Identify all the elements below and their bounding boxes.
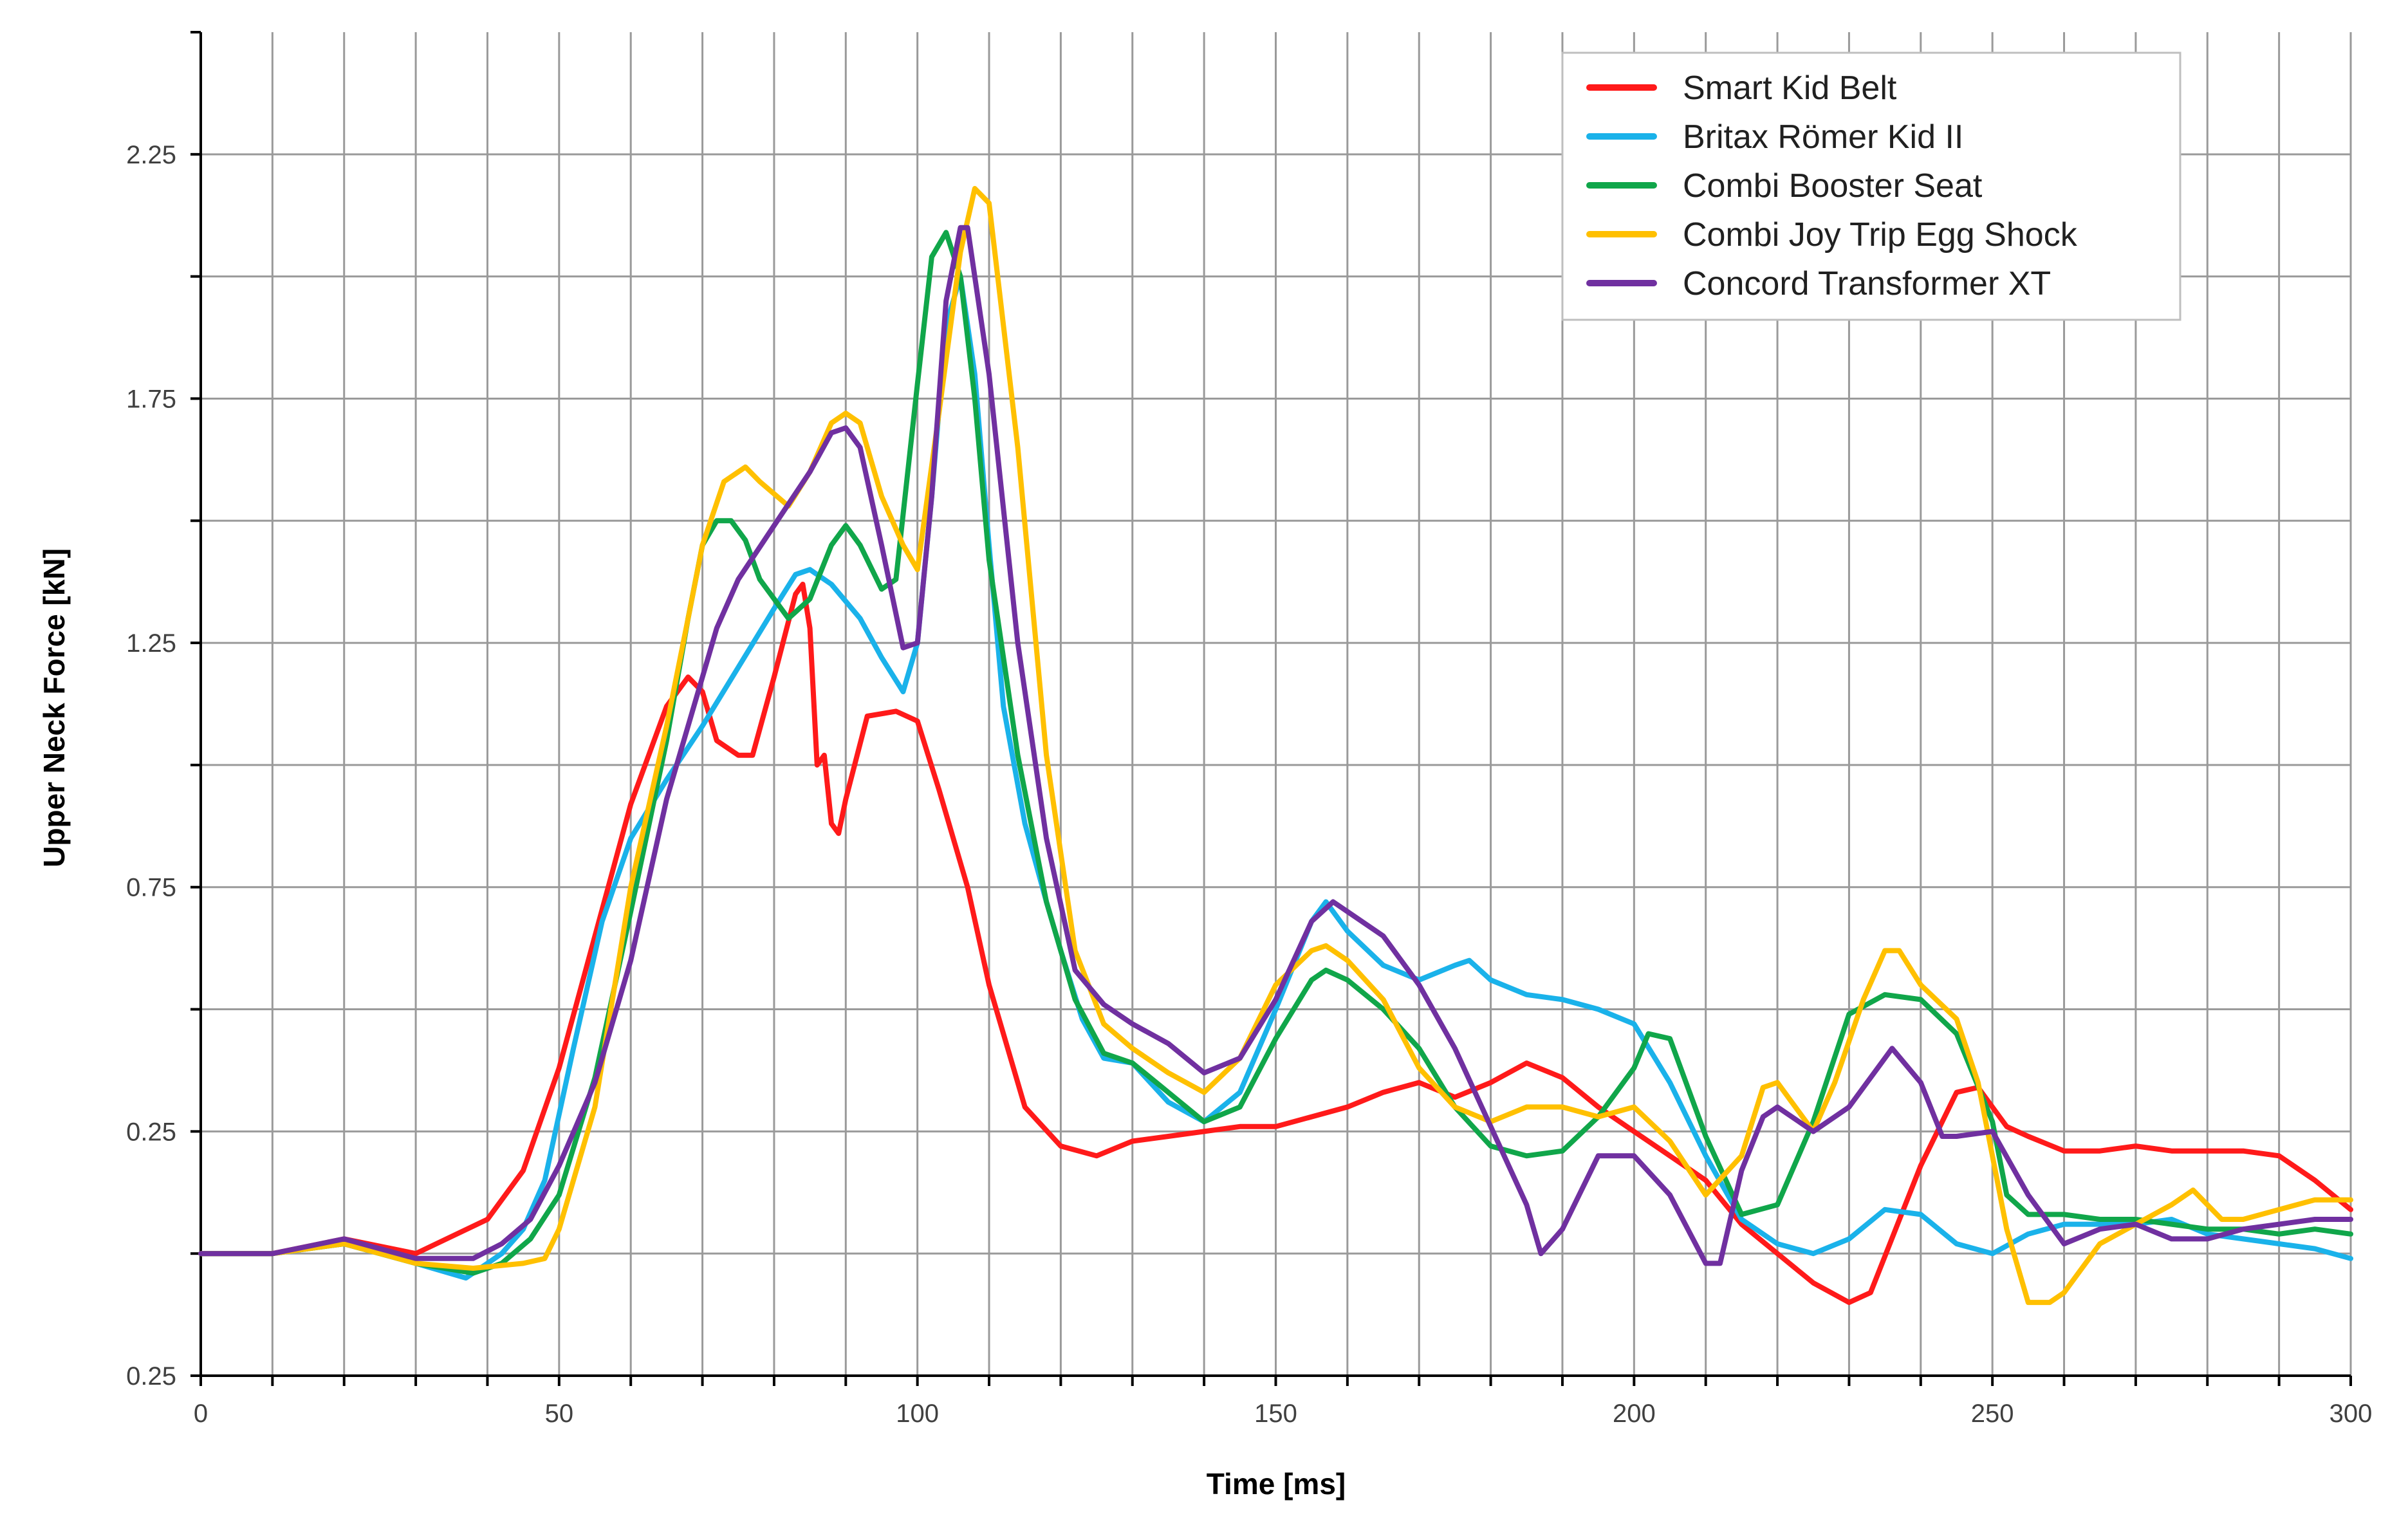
x-tick-label: 100 (896, 1400, 939, 1428)
legend-label-smart-kid-belt: Smart Kid Belt (1683, 69, 1897, 107)
y-tick-label: 0.25 (126, 1362, 176, 1391)
y-tick-label: 1.25 (126, 629, 176, 658)
y-tick-label: 0.25 (126, 1118, 176, 1146)
y-axis-title: Upper Neck Force [kN] (37, 548, 71, 867)
x-tick-label: 200 (1613, 1400, 1656, 1428)
series-line-smart-kid-belt (198, 582, 2353, 1306)
series-line-concord-transformer-xt (198, 225, 2353, 1266)
legend-label-concord-transformer-xt: Concord Transformer XT (1683, 265, 2051, 302)
y-tick-label: 2.25 (126, 141, 176, 169)
legend-label-combi-booster-seat: Combi Booster Seat (1683, 167, 1983, 205)
x-axis-title: Time [ms] (1207, 1467, 1346, 1501)
y-tick-label: 1.75 (126, 385, 176, 413)
legend: Smart Kid Belt Britax Römer Kid II Combi B… (1561, 51, 2181, 321)
legend-box (1561, 51, 2181, 321)
x-tick-label: 150 (1254, 1400, 1297, 1428)
y-tick-label: 0.75 (126, 874, 176, 902)
series-line-britax-r-mer-kid-ii (198, 273, 2353, 1281)
axes (190, 31, 2352, 1386)
x-tick-label: 0 (194, 1400, 208, 1428)
gridlines (201, 32, 2352, 1376)
legend-label-britax-r-mer-kid-ii: Britax Römer Kid II (1683, 118, 1963, 156)
x-tick-label: 300 (2329, 1400, 2373, 1428)
series-line-combi-joy-trip-egg-shock (198, 186, 2353, 1306)
x-tick-label: 50 (545, 1400, 574, 1428)
series-layer (198, 186, 2353, 1306)
tick-labels: 0 50 100 150 200 250 300 0.25 0.25 0.75 1.25 1.75 2.… (126, 141, 2372, 1428)
legend-label-combi-joy-trip-egg-shock: Combi Joy Trip Egg Shock (1683, 216, 2078, 254)
x-tick-label: 250 (1971, 1400, 2014, 1428)
